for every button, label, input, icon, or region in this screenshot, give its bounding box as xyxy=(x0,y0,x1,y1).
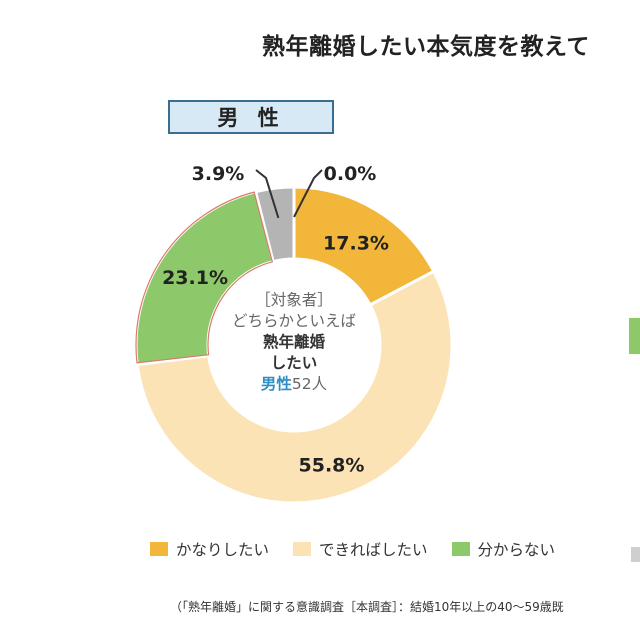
legend-swatch xyxy=(451,542,470,556)
leader-line xyxy=(293,169,323,218)
center-line-2: どちらかといえば xyxy=(231,312,356,330)
leader-line xyxy=(255,169,280,219)
legend-swatch xyxy=(293,542,312,556)
legend-label: できればしたい xyxy=(319,541,428,559)
legend-label: 分からない xyxy=(477,541,556,559)
slice-unsure-outline xyxy=(135,191,274,364)
legend-swatch xyxy=(150,542,168,556)
section-banner-male: 男 性 xyxy=(168,100,334,134)
center-line-1: ［対象者］ xyxy=(255,291,333,309)
source-note: （「熟年離婚」に関する意識調査［本調査］：結婚10年以上の40～59歳既 xyxy=(170,600,564,614)
center-line-5: 男性52人 xyxy=(210,374,378,395)
center-line-3: 熟年離婚 xyxy=(262,333,325,351)
page-title: 熟年離婚したい本気度を教えて xyxy=(262,34,590,60)
center-male-label: 男性 xyxy=(260,375,292,393)
legend: かなりしたい できればしたい 分からない xyxy=(150,538,579,560)
center-line-4: したい xyxy=(270,354,318,372)
slice-if-possible xyxy=(135,269,454,505)
slice-no xyxy=(253,185,296,264)
legend-item: 分からない xyxy=(451,538,556,560)
legend-swatch-cut-off xyxy=(631,547,640,562)
data-label: 17.3% xyxy=(323,232,389,254)
next-chart-fragment xyxy=(629,318,640,354)
data-label: 55.8% xyxy=(299,454,365,476)
center-count: 52人 xyxy=(291,375,328,393)
data-label: 3.9% xyxy=(192,163,245,185)
chart-center-caption: ［対象者］ どちらかといえば 熟年離婚 したい 男性52人 xyxy=(210,290,378,395)
data-label: 23.1% xyxy=(162,267,228,289)
data-label: 0.0% xyxy=(324,163,377,185)
legend-item: かなりしたい xyxy=(150,538,269,560)
legend-item: できればしたい xyxy=(293,538,428,560)
legend-label: かなりしたい xyxy=(176,541,270,559)
